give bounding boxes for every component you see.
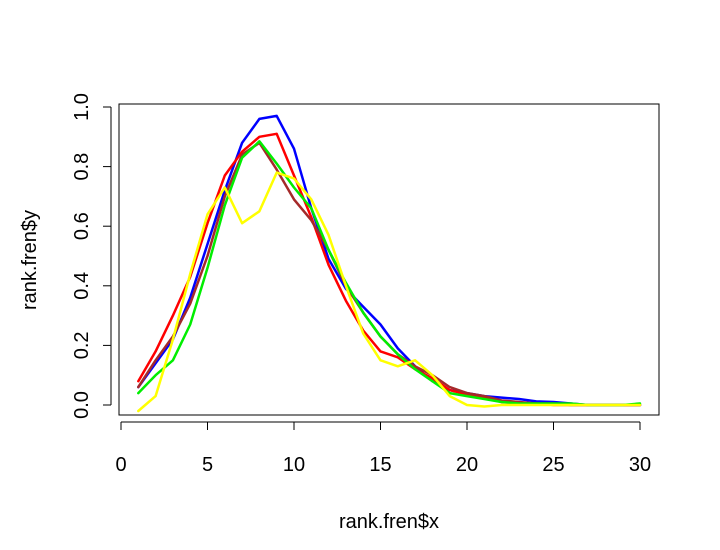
y-tick-label: 0.4 xyxy=(71,272,93,300)
x-tick-label: 25 xyxy=(542,454,564,476)
y-tick-label: 1.0 xyxy=(71,93,93,121)
x-tick-label: 5 xyxy=(202,454,213,476)
x-tick-label: 20 xyxy=(456,454,478,476)
plot-frame xyxy=(118,103,660,416)
series-layer xyxy=(137,114,642,413)
x-tick-label: 0 xyxy=(115,454,126,476)
x-tick-label: 15 xyxy=(369,454,391,476)
x-axis-title: rank.fren$x xyxy=(339,511,439,533)
series-line-5 xyxy=(137,171,642,413)
y-tick-label: 0.0 xyxy=(71,391,93,419)
x-tick-label: 10 xyxy=(283,454,305,476)
y-axis-title: rank.fren$y xyxy=(19,210,41,310)
series-line-4 xyxy=(137,140,642,407)
series-line-3 xyxy=(137,141,642,407)
y-tick-label: 0.2 xyxy=(71,331,93,359)
y-tick-label: 0.8 xyxy=(71,153,93,181)
x-tick-label: 30 xyxy=(629,454,651,476)
y-tick-label: 0.6 xyxy=(71,212,93,240)
x-axis: 0 5 10 15 20 25 30 xyxy=(115,421,651,476)
series-line-1 xyxy=(137,114,642,407)
y-axis: 0.0 0.2 0.4 0.6 0.8 1.0 xyxy=(71,93,112,419)
